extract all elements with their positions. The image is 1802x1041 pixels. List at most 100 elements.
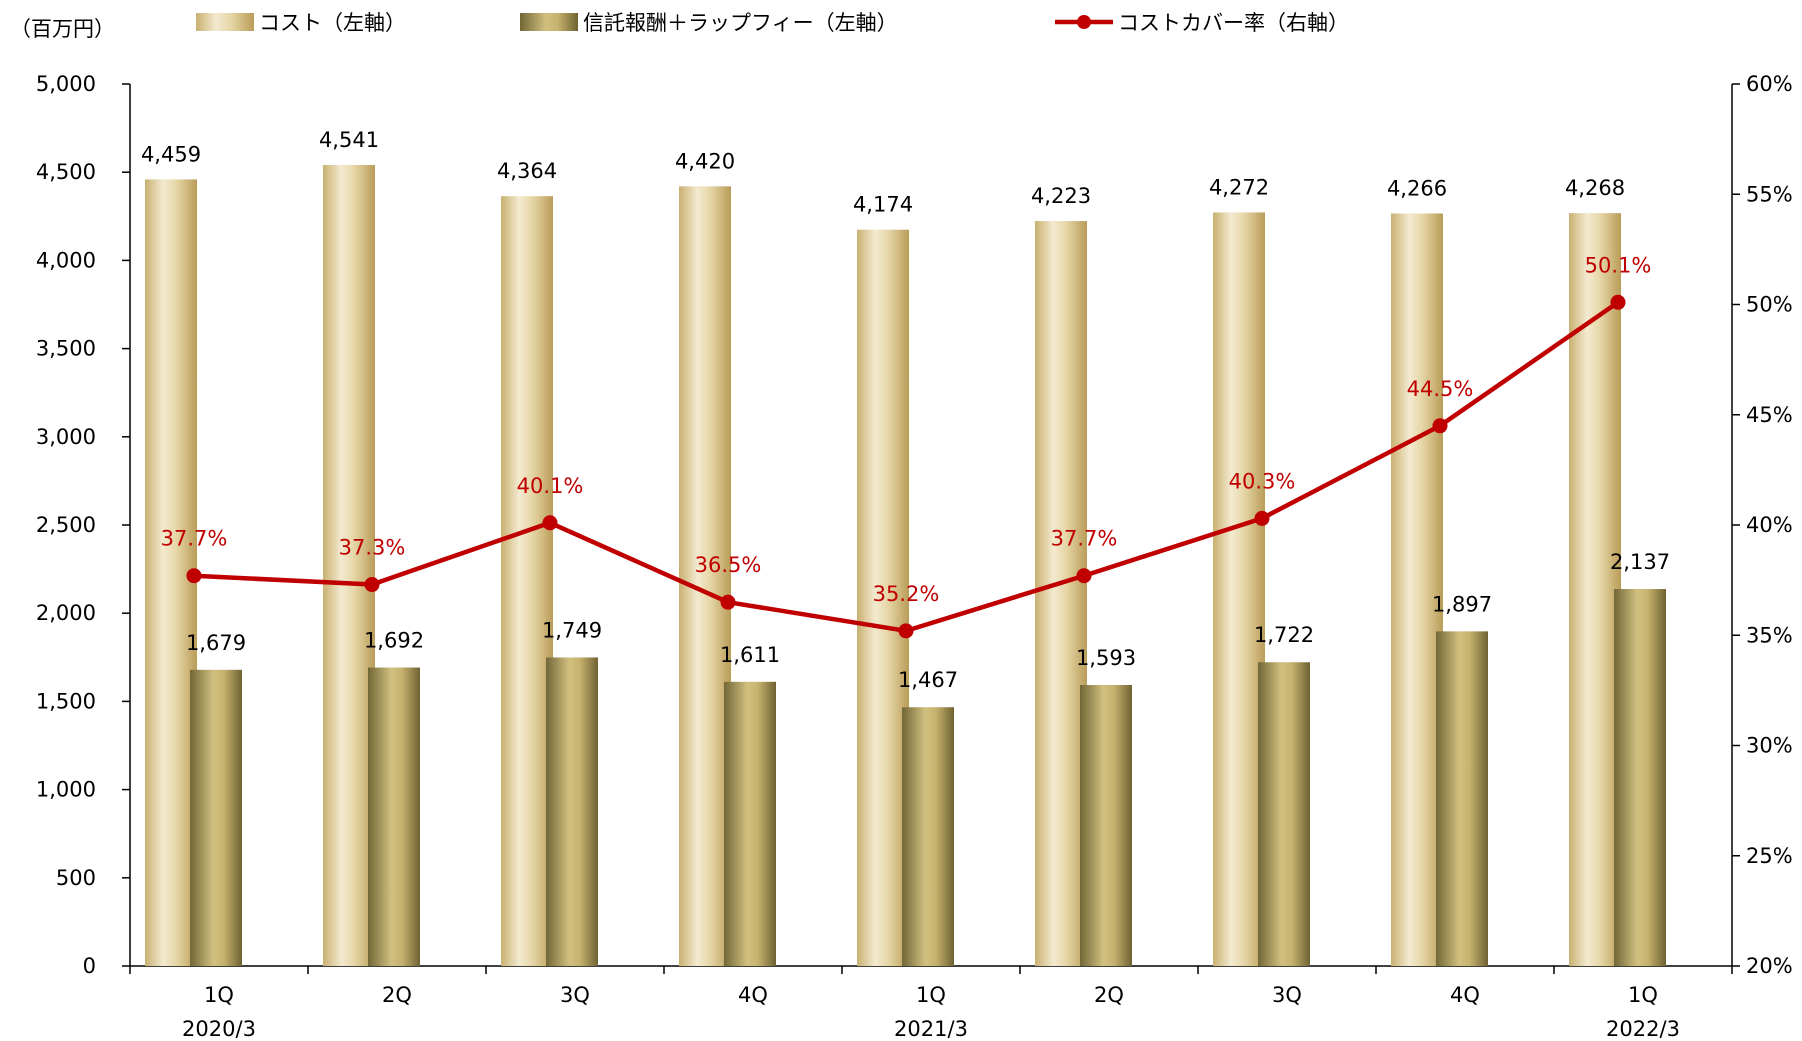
right-y-tick-label: 40% xyxy=(1746,513,1793,537)
x-category-label: 3Q xyxy=(560,983,590,1007)
right-y-tick-label: 60% xyxy=(1746,72,1793,96)
left-y-tick-label: 1,500 xyxy=(36,689,96,713)
cost-cover-ratio-value-label: 37.7% xyxy=(161,527,228,551)
cost-cover-ratio-line: 37.7% 37.3% 40.1% 36.5% 35.2% 37.7% 40.3% 44.5%… xyxy=(161,253,1652,639)
cost-bar xyxy=(1569,213,1621,966)
fee-bar xyxy=(368,667,420,966)
left-y-tick-label: 0 xyxy=(83,954,96,978)
left-y-tick-label: 2,000 xyxy=(36,601,96,625)
legend-label-ratio: コストカバー率（右軸） xyxy=(1118,11,1349,35)
legend-label-cost: コスト（左軸） xyxy=(259,11,406,35)
cost-bar-value-label: 4,174 xyxy=(853,193,913,217)
legend: コスト（左軸） 信託報酬＋ラップフィー（左軸） コストカバー率（右軸） xyxy=(196,11,1349,35)
cost-cover-ratio-value-label: 44.5% xyxy=(1407,377,1474,401)
fee-bar-value-label: 1,692 xyxy=(364,629,424,653)
cost-bar xyxy=(857,229,909,966)
cost-bar-value-label: 4,364 xyxy=(497,159,557,183)
x-category-label: 2Q xyxy=(1094,983,1124,1007)
cost-bar-value-label: 4,541 xyxy=(319,128,379,152)
fee-bar xyxy=(1258,662,1310,966)
fee-bar xyxy=(1080,684,1132,966)
left-axis-unit-label: （百万円） xyxy=(10,17,115,41)
x-category-label: 2Q xyxy=(382,983,412,1007)
fee-bar xyxy=(724,681,776,966)
axes: 0 500 1,000 1,500 2,000 2,500 3,000 3,500 4,000 4… xyxy=(36,72,1793,978)
cost-cover-ratio-value-label: 50.1% xyxy=(1585,253,1652,277)
x-fiscal-year-label: 2022/3 xyxy=(1606,1017,1680,1041)
legend-swatch-ratio-point xyxy=(1077,15,1091,29)
right-y-tick-label: 30% xyxy=(1746,734,1793,758)
cost-cover-ratio-point xyxy=(1076,568,1092,584)
legend-swatch-cost xyxy=(196,13,254,31)
fee-bar-value-label: 1,722 xyxy=(1254,623,1314,647)
right-y-tick-label: 50% xyxy=(1746,293,1793,317)
x-fiscal-year-label: 2020/3 xyxy=(182,1017,256,1041)
fee-bar-value-label: 1,593 xyxy=(1076,646,1136,670)
left-y-tick-label: 5,000 xyxy=(36,72,96,96)
x-category-label: 4Q xyxy=(1450,983,1480,1007)
x-category-label: 1Q xyxy=(204,983,234,1007)
right-y-tick-label: 35% xyxy=(1746,623,1793,647)
fee-bar-value-label: 1,611 xyxy=(720,643,780,667)
cost-bar xyxy=(501,196,553,966)
fee-bar-value-label: 1,679 xyxy=(186,631,246,655)
cost-bar-value-label: 4,272 xyxy=(1209,175,1269,199)
left-y-tick-label: 4,500 xyxy=(36,160,96,184)
fee-bar xyxy=(902,707,954,966)
fee-bar xyxy=(546,657,598,966)
cost-cover-ratio-value-label: 40.3% xyxy=(1229,469,1296,493)
cost-cover-ratio-point xyxy=(720,594,736,610)
cost-bar-value-label: 4,459 xyxy=(141,142,201,166)
cost-bar-value-label: 4,266 xyxy=(1387,176,1447,200)
fee-bar xyxy=(1614,589,1666,966)
bar-labels: 4,459 1,679 4,541 1,692 4,364 1,749 4,420 1,611… xyxy=(141,128,1670,692)
cost-cover-ratio-point xyxy=(898,623,914,639)
x-category-label: 1Q xyxy=(1628,983,1658,1007)
cost-cover-ratio-point xyxy=(186,568,202,584)
fee-bar xyxy=(190,669,242,966)
bars xyxy=(145,164,1666,967)
left-y-tick-label: 500 xyxy=(56,866,96,890)
left-y-tick-label: 4,000 xyxy=(36,248,96,272)
cost-cover-ratio-point xyxy=(1432,418,1448,434)
cost-bar xyxy=(1391,213,1443,966)
x-category-label: 3Q xyxy=(1272,983,1302,1007)
x-fiscal-year-label: 2021/3 xyxy=(894,1017,968,1041)
cost-cover-ratio-value-label: 40.1% xyxy=(517,474,584,498)
fee-bar-value-label: 1,897 xyxy=(1432,592,1492,616)
legend-label-fee: 信託報酬＋ラップフィー（左軸） xyxy=(583,11,898,35)
cost-bar xyxy=(323,164,375,967)
cost-cover-ratio-point xyxy=(1254,510,1270,526)
left-y-tick-label: 1,000 xyxy=(36,778,96,802)
right-y-tick-label: 25% xyxy=(1746,844,1793,868)
right-y-tick-label: 20% xyxy=(1746,954,1793,978)
left-y-tick-label: 3,500 xyxy=(36,337,96,361)
cost-bar xyxy=(1035,221,1087,966)
cost-cover-ratio-point xyxy=(364,577,380,593)
cost-cover-ratio-value-label: 35.2% xyxy=(873,582,940,606)
left-y-tick-label: 2,500 xyxy=(36,513,96,537)
fee-bar-value-label: 1,749 xyxy=(542,618,602,642)
cost-bar-value-label: 4,268 xyxy=(1565,176,1625,200)
cost-cover-ratio-value-label: 36.5% xyxy=(695,553,762,577)
left-y-tick-label: 3,000 xyxy=(36,425,96,449)
x-category-label: 1Q xyxy=(916,983,946,1007)
fee-bar-value-label: 1,467 xyxy=(898,668,958,692)
cost-bar-value-label: 4,223 xyxy=(1031,184,1091,208)
right-y-tick-label: 55% xyxy=(1746,182,1793,206)
x-axis-labels: 1Q 2020/3 2Q 3Q 4Q 1Q 2021/3 2Q 3Q 4Q 1Q 2022/3 xyxy=(182,983,1680,1041)
cost-bar xyxy=(679,186,731,966)
fee-bar xyxy=(1436,631,1488,966)
cost-cover-ratio-value-label: 37.3% xyxy=(339,536,406,560)
x-category-label: 4Q xyxy=(738,983,768,1007)
cost-cover-ratio-value-label: 37.7% xyxy=(1051,527,1118,551)
cost-bar-value-label: 4,420 xyxy=(675,149,735,173)
cost-cover-ratio-point xyxy=(542,515,558,531)
cost-cover-ratio-point xyxy=(1610,294,1626,310)
fee-bar-value-label: 2,137 xyxy=(1610,550,1670,574)
cost-bar xyxy=(1213,212,1265,967)
right-y-tick-label: 45% xyxy=(1746,403,1793,427)
legend-swatch-fee xyxy=(520,13,578,31)
